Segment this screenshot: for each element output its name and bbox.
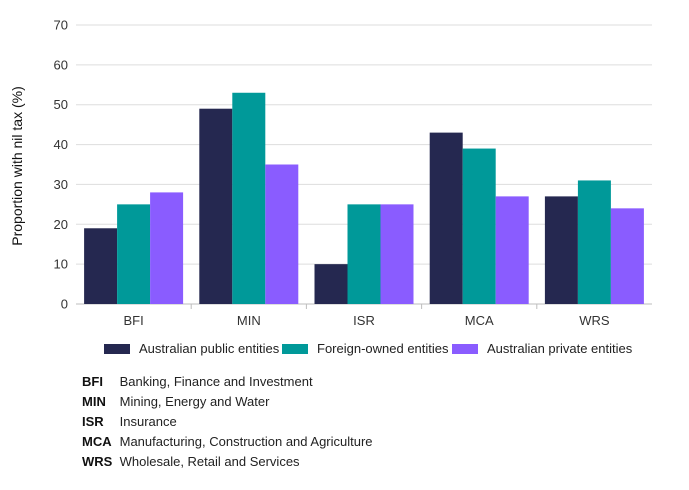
bar — [462, 148, 496, 304]
legend-item-public: Australian public entities — [104, 341, 279, 356]
bar — [199, 108, 233, 304]
legend-label-public: Australian public entities — [139, 341, 280, 356]
abbreviation-code: WRS — [82, 454, 113, 469]
bar — [150, 192, 184, 304]
abbreviation-description: Mining, Energy and Water — [119, 394, 270, 409]
x-tick-label: MIN — [237, 313, 261, 328]
bar — [610, 208, 644, 304]
x-tick-label: WRS — [579, 313, 610, 328]
y-axis-label: Proportion with nil tax (%) — [9, 86, 25, 246]
y-tick-label: 30 — [54, 177, 68, 192]
abbreviation-description: Insurance — [119, 414, 177, 429]
legend-swatch-foreign — [282, 343, 308, 354]
abbreviation-code: BFI — [82, 374, 103, 389]
bar — [84, 228, 118, 304]
y-tick-label: 20 — [54, 217, 68, 232]
y-tick-label: 50 — [54, 97, 68, 112]
y-tick-label: 0 — [61, 297, 68, 312]
abbreviation-code: MIN — [82, 394, 106, 409]
abbreviation-code: MCA — [82, 434, 112, 449]
y-tick-label: 10 — [54, 257, 68, 272]
bar — [380, 204, 414, 304]
legend-swatch-public — [104, 343, 130, 354]
abbreviation-row: BFI Banking, Finance and Investment — [82, 372, 642, 392]
legend: Australian public entities Foreign-owned… — [0, 341, 689, 361]
x-tick-label: MCA — [465, 313, 494, 328]
bar — [265, 164, 299, 304]
abbreviation-description: Manufacturing, Construction and Agricult… — [119, 434, 373, 449]
bar — [544, 196, 578, 304]
legend-swatch-private — [452, 343, 478, 354]
x-tick-label: BFI — [123, 313, 143, 328]
abbreviation-row: MCA Manufacturing, Construction and Agri… — [82, 432, 642, 452]
y-tick-label: 60 — [54, 57, 68, 72]
y-axis-ticks: 0 10 20 30 40 50 60 70 — [54, 18, 68, 312]
abbreviation-row: MIN Mining, Energy and Water — [82, 392, 642, 412]
bar — [495, 196, 529, 304]
abbreviation-code: ISR — [82, 414, 104, 429]
legend-item-foreign: Foreign-owned entities — [282, 341, 449, 356]
abbreviation-description: Wholesale, Retail and Services — [119, 454, 300, 469]
bar — [347, 204, 381, 304]
bar — [429, 132, 463, 304]
x-tick-label: ISR — [353, 313, 375, 328]
legend-label-private: Australian private entities — [487, 341, 633, 356]
legend-item-private: Australian private entities — [452, 341, 632, 356]
bar — [577, 180, 611, 304]
abbreviation-row: ISR Insurance — [82, 412, 642, 432]
y-tick-label: 40 — [54, 137, 68, 152]
bar — [232, 92, 266, 304]
legend-label-foreign: Foreign-owned entities — [317, 341, 449, 356]
abbreviation-description: Banking, Finance and Investment — [119, 374, 313, 389]
x-axis-ticks: BFI MIN ISR MCA WRS — [123, 304, 610, 328]
bar-chart: 0 10 20 30 40 50 60 70 BFI MIN ISR MCA WRS Proporti… — [9, 18, 652, 328]
abbreviation-key: BFI Banking, Finance and Investment MIN … — [82, 372, 642, 472]
bar — [314, 264, 348, 304]
y-tick-label: 70 — [54, 18, 68, 33]
bars — [84, 92, 644, 304]
abbreviation-row: WRS Wholesale, Retail and Services — [82, 452, 642, 472]
bar — [117, 204, 151, 304]
